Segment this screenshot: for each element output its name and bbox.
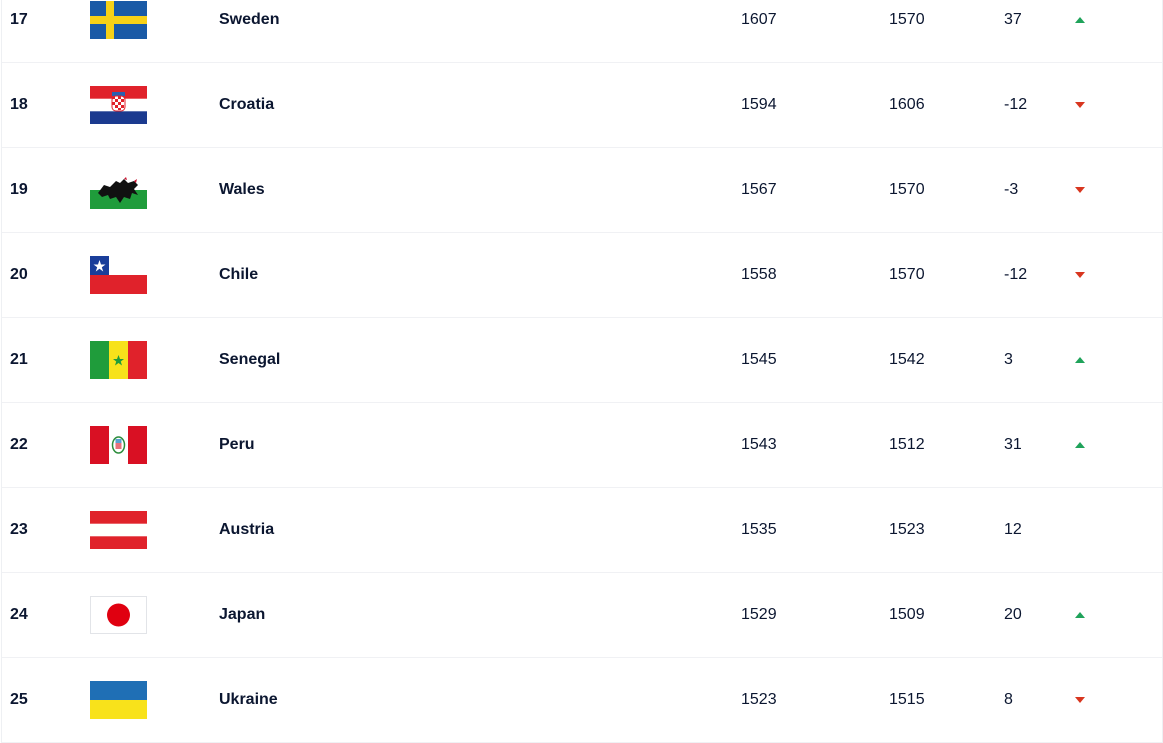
- country-name[interactable]: Chile: [219, 266, 259, 283]
- chile-flag-icon: [90, 256, 147, 294]
- trend-up-icon: [1075, 612, 1085, 618]
- trend-down-icon: [1075, 697, 1085, 703]
- country-name[interactable]: Japan: [219, 606, 266, 623]
- country-name[interactable]: Senegal: [219, 351, 281, 368]
- table-row[interactable]: 23 Austria 1535 1523 12: [2, 488, 1162, 573]
- rank: 19: [10, 181, 28, 198]
- trend-down-icon: [1075, 187, 1085, 193]
- table-row[interactable]: 25 Ukraine 1523 1515 8: [2, 658, 1162, 743]
- trend-down-icon: [1075, 102, 1085, 108]
- table-row[interactable]: 21 Senegal 1545 1542 3: [2, 318, 1162, 403]
- total-points: 1523: [741, 691, 777, 708]
- peru-flag-icon: [90, 426, 147, 464]
- points-change: -12: [1004, 266, 1028, 283]
- rank: 20: [10, 266, 28, 283]
- country-name[interactable]: Peru: [219, 436, 255, 453]
- previous-points: 1606: [889, 96, 925, 113]
- country-name[interactable]: Sweden: [219, 11, 280, 28]
- rank: 24: [10, 606, 28, 623]
- total-points: 1607: [741, 11, 777, 28]
- previous-points: 1512: [889, 436, 925, 453]
- trend-up-icon: [1075, 442, 1085, 448]
- previous-points: 1542: [889, 351, 925, 368]
- wales-flag-icon: [90, 171, 147, 209]
- points-change: 8: [1004, 691, 1013, 708]
- ukraine-flag-icon: [90, 681, 147, 719]
- trend-down-icon: [1075, 272, 1085, 278]
- rank: 21: [10, 351, 28, 368]
- rank: 22: [10, 436, 28, 453]
- japan-flag-icon: [90, 596, 147, 634]
- sweden-flag-icon: [90, 1, 147, 39]
- total-points: 1558: [741, 266, 777, 283]
- austria-flag-icon: [90, 511, 147, 549]
- croatia-flag-icon: [90, 86, 147, 124]
- trend-up-icon: [1075, 17, 1085, 23]
- points-change: 31: [1004, 436, 1022, 453]
- previous-points: 1515: [889, 691, 925, 708]
- table-row[interactable]: 22 Peru 1543 1512 31: [2, 403, 1162, 488]
- country-name[interactable]: Austria: [219, 521, 275, 538]
- table-row[interactable]: 18 Croatia 1594 1606 -12: [2, 63, 1162, 148]
- previous-points: 1523: [889, 521, 925, 538]
- table-row[interactable]: 24 Japan 1529 1509 20: [2, 573, 1162, 658]
- points-change: -12: [1004, 96, 1028, 113]
- total-points: 1535: [741, 521, 777, 538]
- country-name[interactable]: Wales: [219, 181, 265, 198]
- total-points: 1543: [741, 436, 777, 453]
- previous-points: 1509: [889, 606, 925, 623]
- points-change: 37: [1004, 11, 1022, 28]
- points-change: -3: [1004, 181, 1019, 198]
- country-name[interactable]: Ukraine: [219, 691, 278, 708]
- country-name[interactable]: Croatia: [219, 96, 275, 113]
- points-change: 12: [1004, 521, 1022, 538]
- table-row[interactable]: 20 Chile 1558 1570 -12: [2, 233, 1162, 318]
- total-points: 1529: [741, 606, 777, 623]
- previous-points: 1570: [889, 11, 925, 28]
- total-points: 1567: [741, 181, 777, 198]
- points-change: 20: [1004, 606, 1022, 623]
- rank: 17: [10, 11, 28, 28]
- senegal-flag-icon: [90, 341, 147, 379]
- total-points: 1594: [741, 96, 777, 113]
- trend-up-icon: [1075, 357, 1085, 363]
- previous-points: 1570: [889, 181, 925, 198]
- previous-points: 1570: [889, 266, 925, 283]
- rank: 23: [10, 521, 28, 538]
- total-points: 1545: [741, 351, 777, 368]
- table-row[interactable]: 19 Wales 1567 1570 -3: [2, 148, 1162, 233]
- table-row[interactable]: 17 Sweden 1607 1570 37: [2, 0, 1162, 63]
- points-change: 3: [1004, 351, 1013, 368]
- rank: 18: [10, 96, 28, 113]
- rank: 25: [10, 691, 28, 708]
